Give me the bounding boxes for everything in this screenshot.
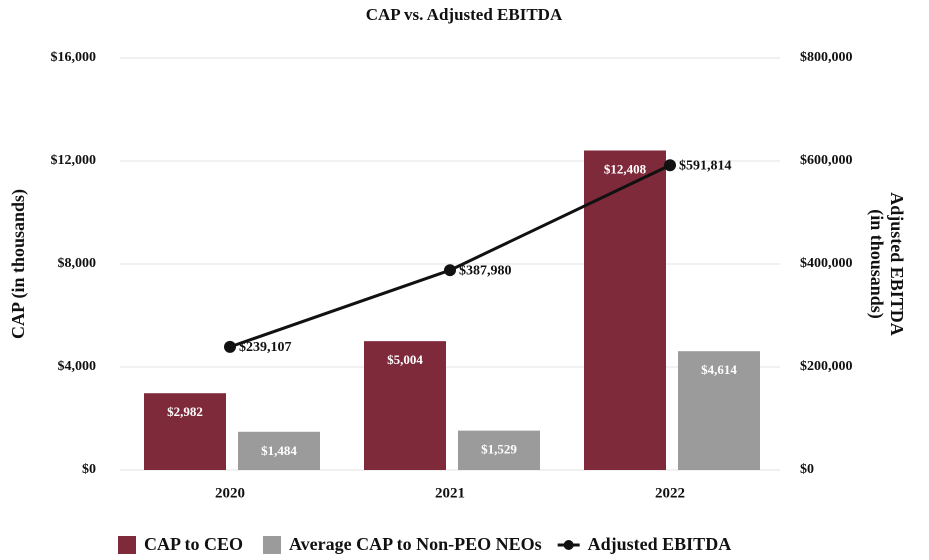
line-point <box>664 159 676 172</box>
y2-tick-label: $0 <box>800 462 814 477</box>
bar-value-label: $5,004 <box>387 352 423 367</box>
line-point <box>224 340 236 353</box>
legend-marker <box>563 540 574 550</box>
bar <box>144 393 226 470</box>
legend-marker <box>263 536 281 554</box>
y2-axis-label: (in thousands) <box>866 209 887 319</box>
bar-value-label: $4,614 <box>701 362 737 377</box>
line-value-label: $591,814 <box>679 158 732 173</box>
y2-axis-label: Adjusted EBITDA <box>887 192 907 336</box>
y2-tick-label: $200,000 <box>800 359 853 374</box>
y-tick-label: $16,000 <box>51 50 97 65</box>
y-axis-label: CAP (in thousands) <box>8 189 29 339</box>
y-tick-label: $12,000 <box>51 153 97 168</box>
legend-label: Average CAP to Non-PEO NEOs <box>289 534 542 554</box>
y-tick-label: $4,000 <box>58 359 97 374</box>
line-point <box>444 264 456 277</box>
y-tick-label: $0 <box>82 462 96 477</box>
x-tick-label: 2022 <box>655 485 685 501</box>
bar <box>364 341 446 470</box>
bar-value-label: $1,529 <box>481 442 517 457</box>
y2-tick-label: $800,000 <box>800 50 853 65</box>
chart-title: CAP vs. Adjusted EBITDA <box>366 5 563 24</box>
x-tick-label: 2020 <box>215 485 245 501</box>
legend-marker <box>118 536 136 554</box>
bar <box>584 150 666 470</box>
legend-label: CAP to CEO <box>144 534 243 554</box>
legend-label: Adjusted EBITDA <box>588 534 732 554</box>
bar-value-label: $12,408 <box>604 161 647 176</box>
bar-value-label: $2,982 <box>167 404 203 419</box>
line-value-label: $239,107 <box>239 340 292 355</box>
line-value-label: $387,980 <box>459 263 512 278</box>
bar-value-label: $1,484 <box>261 443 297 458</box>
bar <box>458 430 540 470</box>
y-tick-label: $8,000 <box>58 256 97 271</box>
x-tick-label: 2021 <box>435 485 465 501</box>
y2-tick-label: $600,000 <box>800 153 853 168</box>
y2-tick-label: $400,000 <box>800 256 853 271</box>
bar <box>678 351 760 470</box>
bar <box>238 431 320 470</box>
